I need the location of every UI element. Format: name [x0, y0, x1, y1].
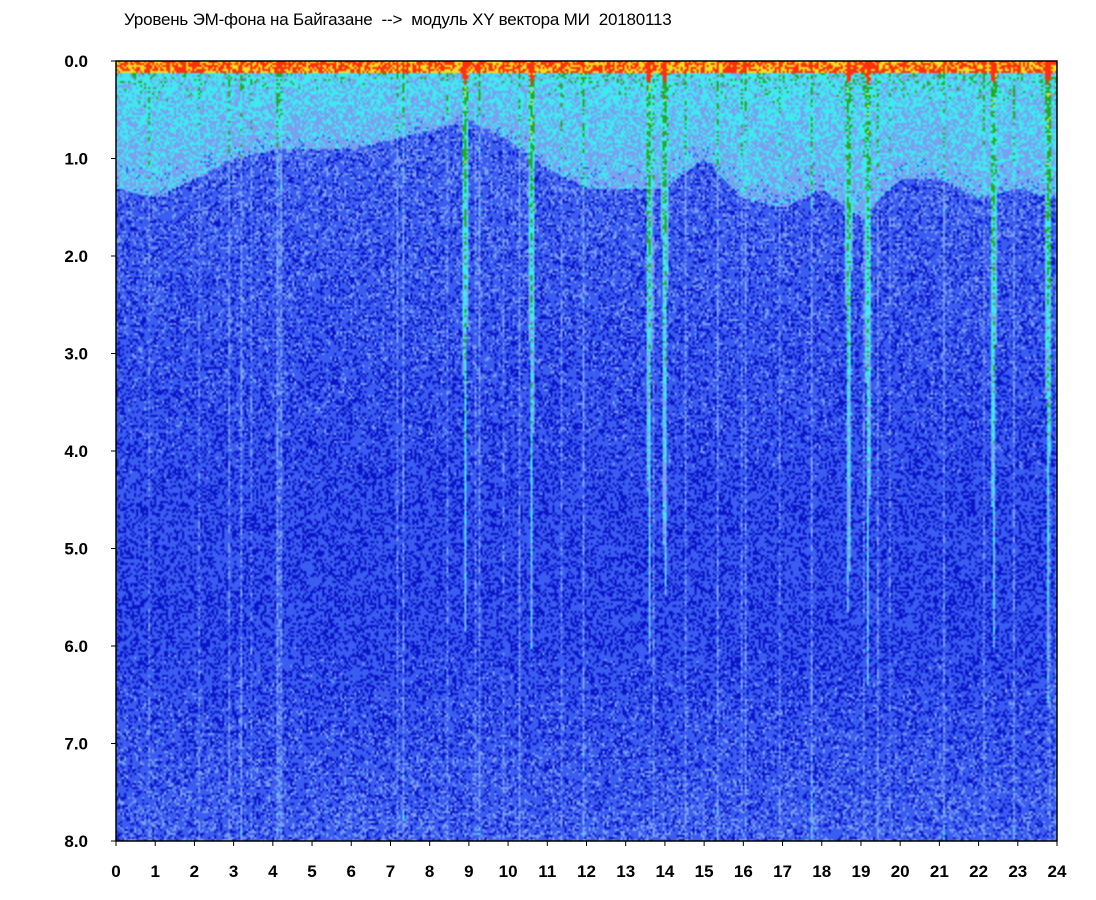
x-tick-label: 23: [1008, 862, 1027, 881]
x-tick-label: 8: [425, 862, 434, 881]
plot-area: [115, 60, 1058, 842]
x-tick-label: 22: [969, 862, 988, 881]
y-tick-label: 0.0: [64, 52, 88, 71]
x-tick-label: 5: [307, 862, 316, 881]
x-tick-label: 19: [851, 862, 870, 881]
x-tick-label: 2: [190, 862, 199, 881]
x-tick-label: 16: [734, 862, 753, 881]
x-tick-label: 21: [930, 862, 949, 881]
y-tick-label: 8.0: [64, 832, 88, 851]
x-tick-label: 1: [150, 862, 159, 881]
x-tick-label: 14: [655, 862, 674, 881]
x-tick-label: 18: [812, 862, 831, 881]
x-tick-label: 12: [577, 862, 596, 881]
x-tick-label: 11: [538, 862, 556, 881]
y-tick-label: 6.0: [64, 637, 88, 656]
y-tick-label: 1.0: [64, 150, 88, 169]
heatmap-image: [116, 61, 1057, 841]
y-axis: 0.0 1.0 2.0 3.0 4.0 5.0 6.0 7.0 8.0: [64, 52, 116, 851]
y-tick-label: 7.0: [64, 735, 88, 754]
x-tick-label: 24: [1048, 862, 1067, 881]
y-tick-label: 5.0: [64, 540, 88, 559]
x-tick-label: 20: [891, 862, 910, 881]
y-tick-label: 4.0: [64, 442, 88, 461]
y-tick-label: 3.0: [64, 345, 88, 364]
x-tick-label: 13: [616, 862, 635, 881]
x-tick-label: 15: [695, 862, 714, 881]
chart-title: Уровень ЭМ-фона на Байгазане --> модуль …: [124, 10, 672, 29]
x-tick-label: 7: [386, 862, 395, 881]
x-tick-label: 6: [347, 862, 356, 881]
x-tick-label: 4: [268, 862, 278, 881]
y-tick-label: 2.0: [64, 247, 88, 266]
x-tick-label: 0: [111, 862, 120, 881]
x-tick-label: 17: [773, 862, 792, 881]
x-axis: 0 1 2 3 4 5 6 7 8 9 10 11 12 13 14 15 16 17 18 19 20 21 22 23 24: [111, 841, 1067, 881]
x-tick-label: 10: [499, 862, 518, 881]
x-tick-label: 3: [229, 862, 238, 881]
x-tick-label: 9: [464, 862, 473, 881]
